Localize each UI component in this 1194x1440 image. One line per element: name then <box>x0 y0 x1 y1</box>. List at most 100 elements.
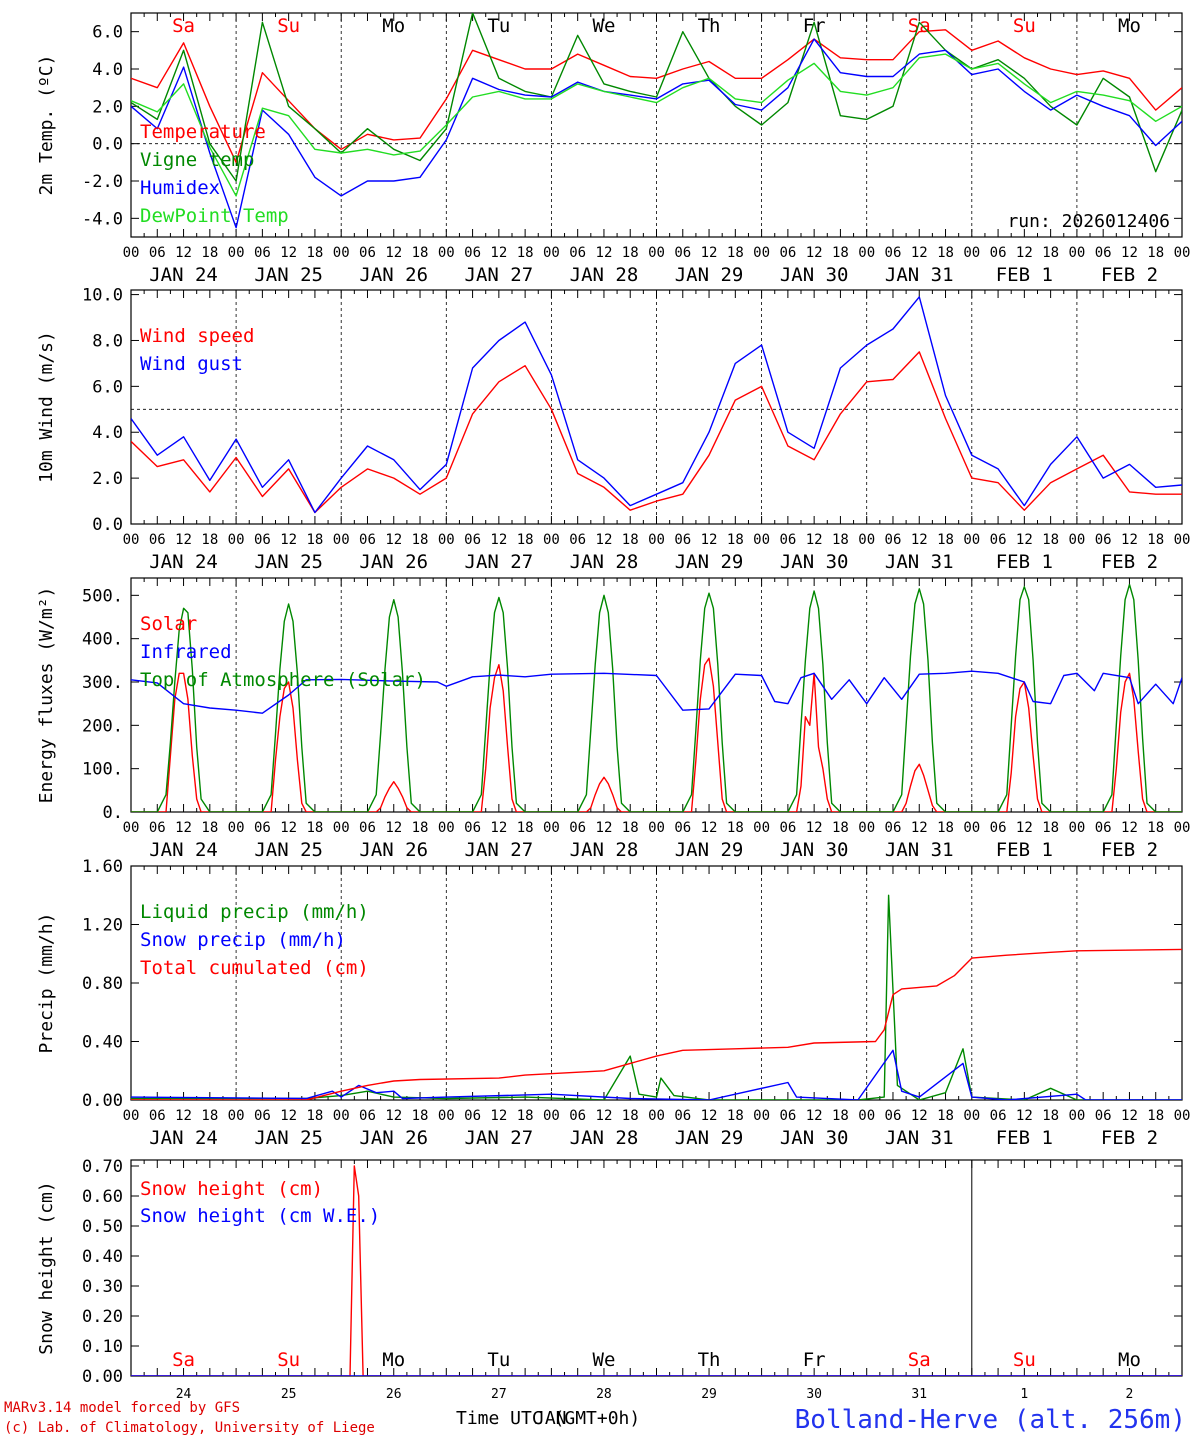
day-name: Su <box>1013 15 1036 37</box>
hour-tick-label: 12 <box>1121 1108 1138 1124</box>
hour-tick-label: 12 <box>806 245 823 261</box>
date-label: FEB 2 <box>1101 1127 1158 1149</box>
hour-tick-label: 06 <box>149 1108 166 1124</box>
date-label: JAN 24 <box>149 264 218 286</box>
legend-entry: Vigne temp <box>140 149 254 171</box>
hour-tick-label: 00 <box>1174 532 1191 548</box>
vigne-temp-line <box>131 13 1182 182</box>
hour-tick-label: 12 <box>490 532 507 548</box>
hour-tick-label: 06 <box>885 820 902 836</box>
date-label: FEB 2 <box>1101 264 1158 286</box>
day-name: Sa <box>172 1349 195 1371</box>
precip-series <box>131 894 1182 1100</box>
hour-tick-label: 06 <box>1095 1108 1112 1124</box>
hour-tick-label: 18 <box>306 1108 323 1124</box>
hour-tick-label: 06 <box>464 532 481 548</box>
day-name: We <box>593 1349 616 1371</box>
hour-tick-label: 12 <box>596 820 613 836</box>
legend-entry: Snow precip (mm/h) <box>140 929 346 951</box>
day-number: 2 <box>1126 1387 1134 1402</box>
y-tick-label: 0.50 <box>82 1217 123 1237</box>
hour-tick-label: 12 <box>1016 1108 1033 1124</box>
day-number: 29 <box>701 1387 717 1402</box>
hour-tick-label: 06 <box>779 1108 796 1124</box>
y-tick-label: -2.0 <box>82 172 123 192</box>
hour-tick-label: 18 <box>937 820 954 836</box>
hour-tick-label: 12 <box>175 820 192 836</box>
date-label: JAN 25 <box>254 1127 323 1149</box>
temp-frame <box>130 12 1183 238</box>
hour-tick-label: 06 <box>359 820 376 836</box>
y-tick-label: 6.0 <box>92 23 123 43</box>
y-tick-label: 0.0 <box>92 515 123 535</box>
hour-tick-label: 06 <box>674 245 691 261</box>
day-name: Fr <box>803 1349 826 1371</box>
hour-tick-label: 06 <box>674 532 691 548</box>
y-tick-label: 300. <box>82 673 123 693</box>
y-tick-label: 1.60 <box>82 857 123 877</box>
hour-tick-label: 18 <box>937 245 954 261</box>
date-label: JAN 29 <box>675 264 744 286</box>
hour-tick-label: 06 <box>359 532 376 548</box>
date-label: JAN 26 <box>359 264 428 286</box>
y-tick-label: 200. <box>82 716 123 736</box>
hour-tick-label: 00 <box>123 820 140 836</box>
date-label: JAN 26 <box>359 1127 428 1149</box>
hour-tick-label: 00 <box>228 820 245 836</box>
date-label: JAN 30 <box>780 264 849 286</box>
hour-tick-label: 18 <box>201 820 218 836</box>
hour-tick-label: 18 <box>727 1108 744 1124</box>
hour-tick-label: 00 <box>438 532 455 548</box>
hour-tick-label: 00 <box>858 1108 875 1124</box>
hour-tick-label: 06 <box>569 245 586 261</box>
snow-panel: 0.70 0.60 0.50 0.40 0.30 0.20 0.10 0.00 Snow hei… <box>36 1157 1183 1402</box>
hour-tick-label: 18 <box>1042 532 1059 548</box>
y-tick-label: 0.30 <box>82 1277 123 1297</box>
date-label: JAN 28 <box>570 264 639 286</box>
hour-tick-label: 00 <box>753 532 770 548</box>
hour-tick-label: 12 <box>596 245 613 261</box>
hour-tick-label: 00 <box>333 532 350 548</box>
hour-tick-label: 06 <box>254 245 271 261</box>
day-name: Su <box>277 15 300 37</box>
legend-entry: Snow height (cm W.E.) <box>140 1205 380 1227</box>
hour-tick-label: 18 <box>622 820 639 836</box>
hour-tick-label: 12 <box>490 1108 507 1124</box>
day-name: Mo <box>382 1349 405 1371</box>
hour-tick-label: 00 <box>1174 1108 1191 1124</box>
hour-tick-label: 18 <box>517 532 534 548</box>
hour-tick-label: 06 <box>1095 820 1112 836</box>
hour-tick-label: 18 <box>622 1108 639 1124</box>
hour-tick-label: 12 <box>701 532 718 548</box>
date-label: JAN 26 <box>359 551 428 573</box>
hour-tick-label: 18 <box>1147 1108 1164 1124</box>
energy-series <box>131 583 1182 812</box>
date-label: JAN 29 <box>675 551 744 573</box>
hour-tick-label: 00 <box>543 245 560 261</box>
hour-tick-label: 06 <box>254 820 271 836</box>
y-tick-label: 0. <box>103 803 123 823</box>
hour-tick-label: 06 <box>359 245 376 261</box>
date-label: JAN 24 <box>149 839 218 861</box>
day-name: Mo <box>1118 1349 1141 1371</box>
hour-tick-label: 06 <box>569 532 586 548</box>
hour-tick-label: 18 <box>832 820 849 836</box>
day-name: Mo <box>1118 15 1141 37</box>
hour-tick-label: 12 <box>280 1108 297 1124</box>
day-number: 24 <box>176 1387 192 1402</box>
hour-tick-label: 06 <box>359 1108 376 1124</box>
hour-tick-label: 00 <box>1068 1108 1085 1124</box>
hour-tick-label: 06 <box>569 1108 586 1124</box>
hour-tick-label: 12 <box>385 1108 402 1124</box>
hour-tick-label: 00 <box>123 1108 140 1124</box>
hour-tick-label: 12 <box>490 820 507 836</box>
legend-entry: Wind gust <box>140 353 243 375</box>
y-tick-label: 0.40 <box>82 1247 123 1267</box>
hour-tick-label: 12 <box>701 1108 718 1124</box>
date-label: JAN 31 <box>885 551 954 573</box>
hour-tick-label: 00 <box>648 532 665 548</box>
hour-tick-label: 12 <box>175 245 192 261</box>
hour-tick-label: 06 <box>674 820 691 836</box>
day-number: 25 <box>281 1387 297 1402</box>
hour-tick-label: 12 <box>806 820 823 836</box>
